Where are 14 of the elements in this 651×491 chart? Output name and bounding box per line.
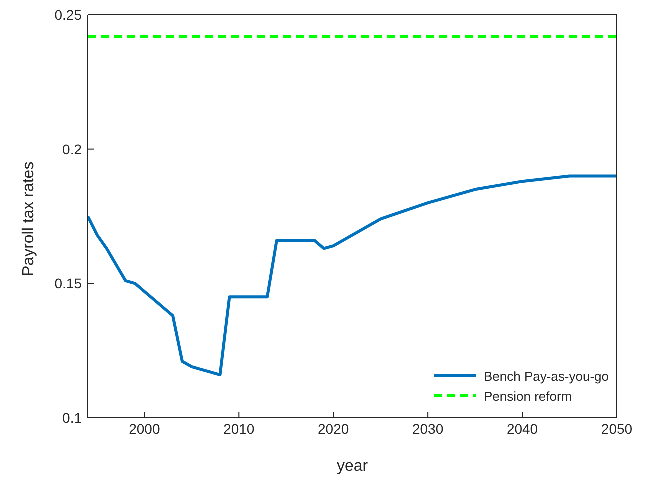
- legend-label: Bench Pay-as-you-go: [484, 368, 609, 384]
- y-tick-label: 0.2: [62, 141, 82, 158]
- x-tick-label: 2020: [318, 420, 350, 437]
- y-tick-label: 0.25: [54, 6, 82, 23]
- x-tick-label: 2010: [224, 420, 255, 437]
- x-tick-label: 2050: [601, 420, 633, 437]
- x-axis-title: year: [336, 458, 369, 475]
- legend-label: Pension reform: [484, 388, 572, 404]
- y-tick-label: 0.15: [54, 276, 82, 292]
- y-tick-label: 0.1: [62, 410, 82, 426]
- x-tick-label: 2000: [129, 420, 160, 437]
- x-tick-label: 2040: [506, 420, 538, 437]
- y-axis-title: Payroll tax rates: [20, 162, 38, 276]
- x-tick-label: 2030: [412, 420, 444, 437]
